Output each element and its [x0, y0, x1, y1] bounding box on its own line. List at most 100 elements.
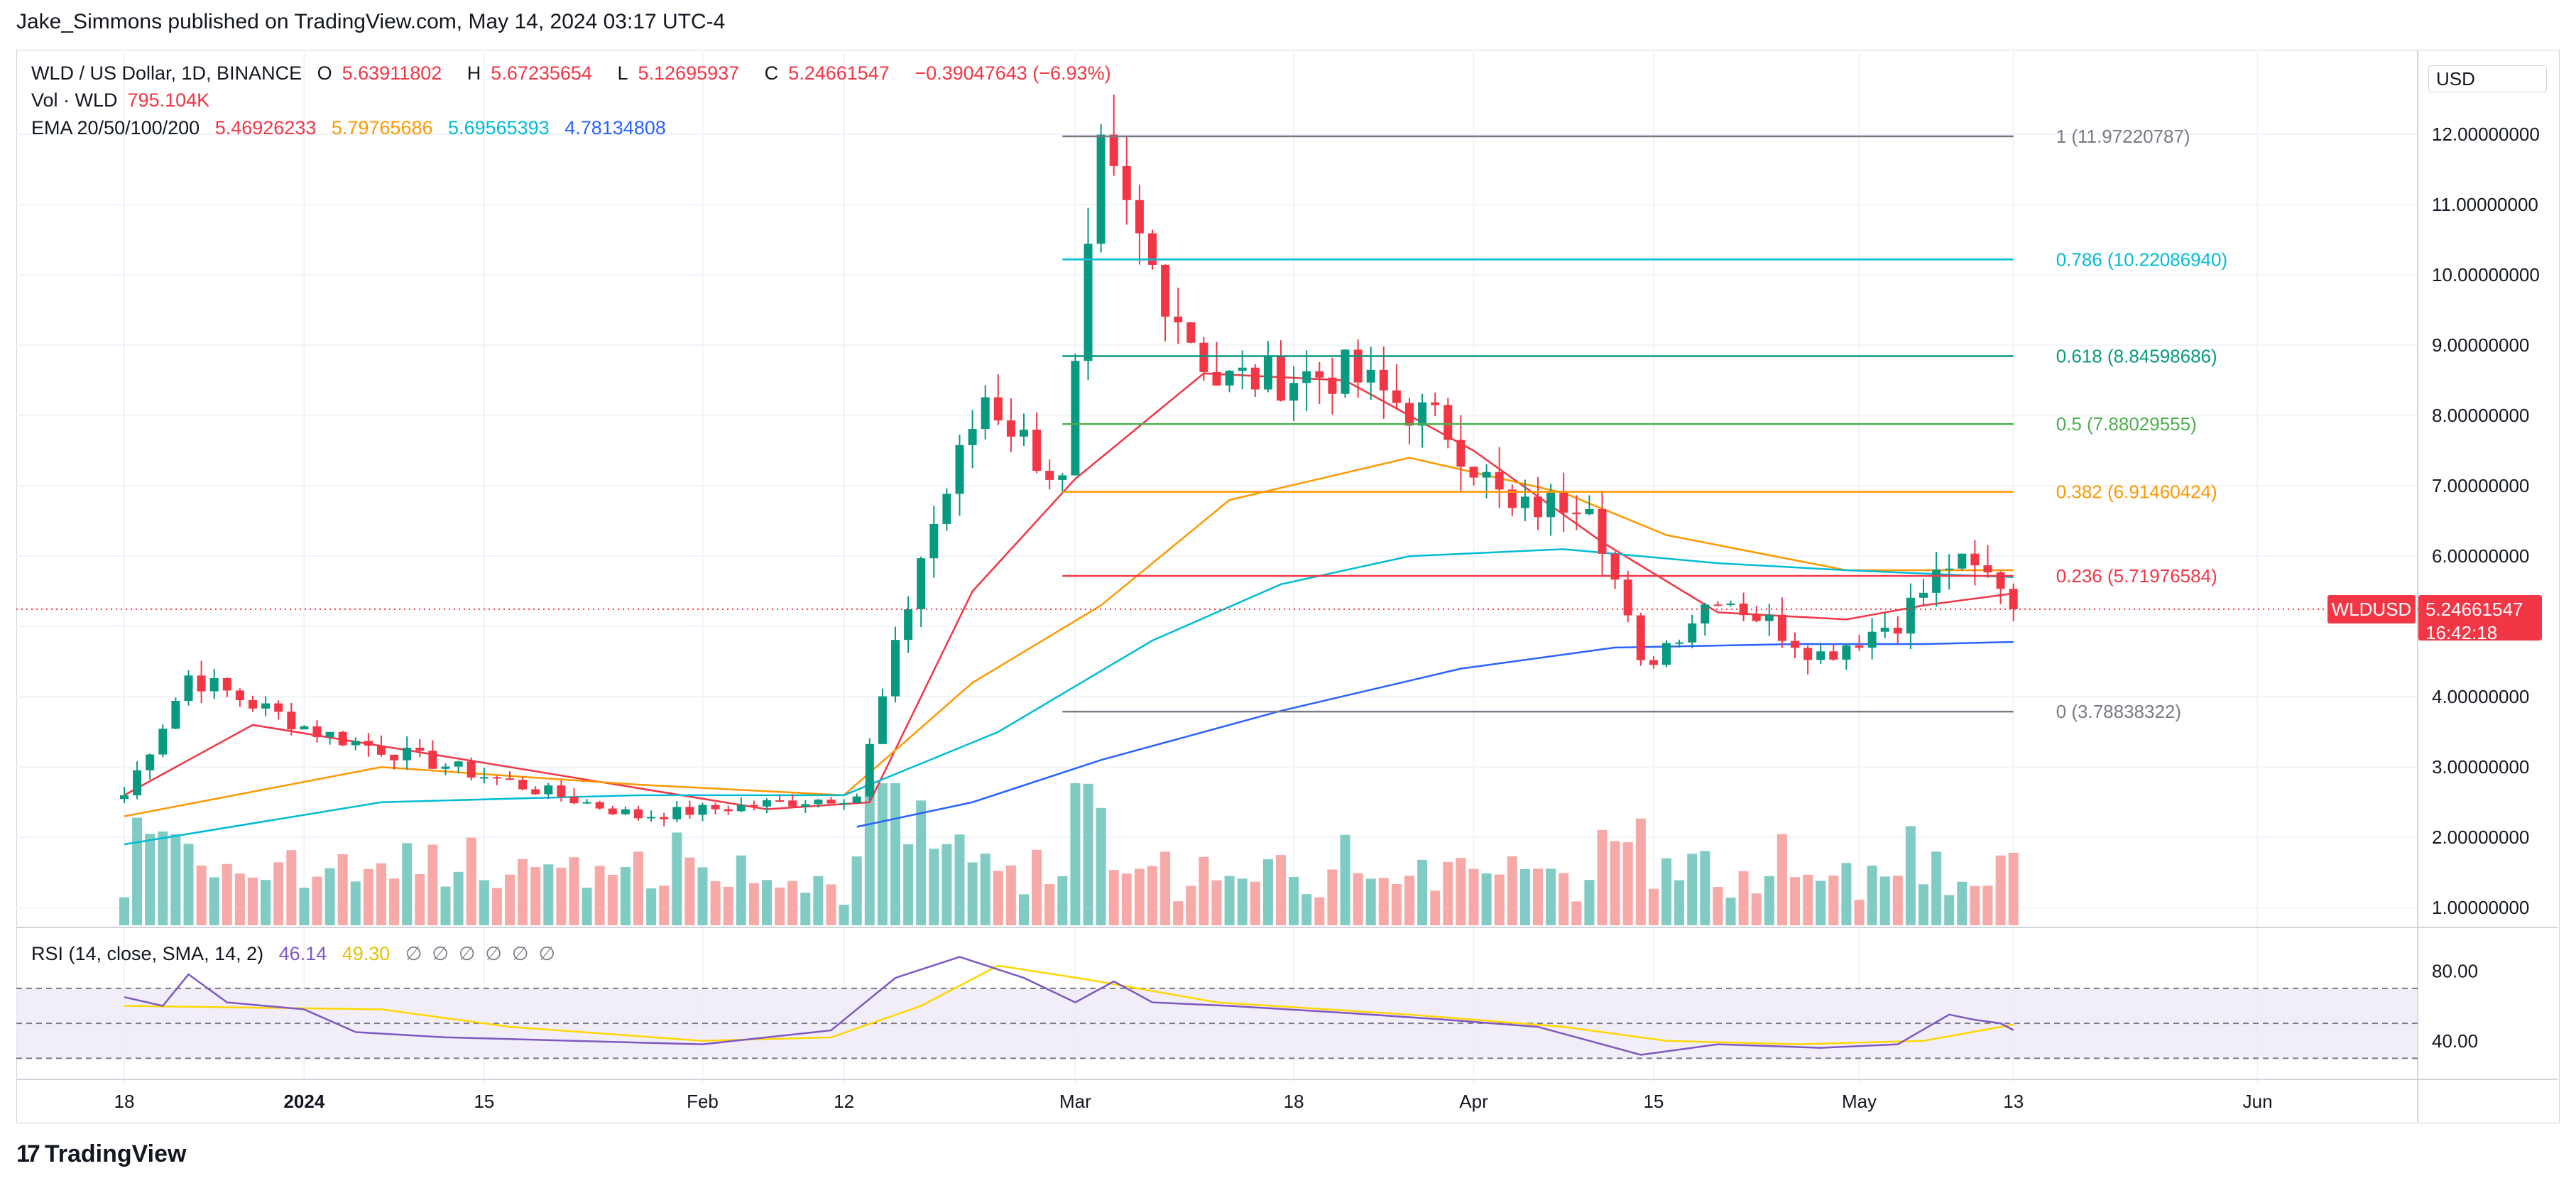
- candle-body: [415, 747, 425, 751]
- candle-body: [1071, 361, 1080, 476]
- fib-level-label: 0.382 (6.91460424): [2056, 481, 2217, 503]
- volume-bar: [466, 837, 476, 925]
- candle-body: [852, 796, 861, 803]
- volume-bar: [929, 849, 939, 925]
- volume-bar: [1571, 901, 1582, 925]
- volume-bar: [633, 851, 643, 925]
- volume-legend: Vol · WLD 795.104K: [31, 89, 219, 111]
- fib-level-label: 1 (11.97220787): [2056, 126, 2190, 147]
- candle-body: [1161, 264, 1170, 317]
- volume-bar: [851, 856, 862, 925]
- candle-body: [1726, 604, 1735, 606]
- price-tick-label: 11.00000000: [2432, 194, 2538, 215]
- candle-body: [479, 777, 489, 779]
- volume-bar: [813, 876, 824, 925]
- rsi-tick-label: 80.00: [2432, 960, 2478, 981]
- volume-bar: [119, 897, 129, 925]
- candle-body: [1032, 430, 1042, 471]
- hidden-value-icon: ∅: [511, 943, 529, 964]
- candle-body: [775, 800, 785, 802]
- volume-bar: [1674, 880, 1685, 925]
- candle-body: [518, 780, 528, 790]
- candle-body: [1135, 200, 1144, 234]
- candle-body: [736, 805, 746, 812]
- volume-bar: [993, 871, 1003, 925]
- volume-bar: [1340, 834, 1350, 925]
- volume-label[interactable]: Vol · WLD: [31, 89, 118, 111]
- candle-body: [1662, 643, 1671, 665]
- candle-body: [261, 703, 271, 709]
- volume-bar: [1982, 885, 1993, 925]
- candle-body: [1096, 134, 1106, 244]
- rsi-sma-line: [124, 964, 2014, 1045]
- candle-body: [1764, 614, 1774, 621]
- volume-bar: [1404, 876, 1414, 925]
- candle-body: [1572, 512, 1581, 515]
- ticker-badge: WLDUSD: [2327, 594, 2416, 623]
- volume-bar: [209, 877, 219, 925]
- time-axis-label: 15: [1643, 1091, 1664, 1112]
- ema50-value: 5.79765686: [331, 117, 433, 138]
- candle-body: [133, 770, 142, 796]
- rsi-value: 46.14: [278, 943, 327, 964]
- candle-body: [338, 731, 347, 746]
- price-tick-label: 12.00000000: [2432, 124, 2540, 145]
- time-axis-label: 2024: [283, 1091, 324, 1112]
- price-tick-label: 9.00000000: [2432, 334, 2529, 356]
- candle-body: [1829, 651, 1838, 660]
- candle-body: [1880, 627, 1889, 632]
- candle-body: [1263, 355, 1272, 390]
- price-tick-label: 4.00000000: [2432, 686, 2529, 707]
- volume-bar: [1700, 851, 1710, 925]
- volume-bar: [736, 855, 746, 925]
- volume-bar: [697, 867, 708, 925]
- volume-bar: [1803, 874, 1813, 925]
- candle-body: [660, 817, 669, 819]
- candle-body: [968, 429, 977, 445]
- candle-body: [1174, 316, 1183, 322]
- ema-label[interactable]: EMA 20/50/100/200: [31, 117, 200, 138]
- ema-line: [856, 641, 2014, 828]
- volume-bar: [145, 834, 155, 925]
- candle-body: [1482, 472, 1491, 478]
- candle-body: [146, 754, 155, 770]
- volume-bar: [1879, 876, 1890, 925]
- volume-bar: [261, 880, 271, 925]
- candle-body: [711, 805, 720, 810]
- tradingview-footer[interactable]: 17 TradingView: [16, 1140, 186, 1168]
- volume-bar: [132, 817, 143, 925]
- candle-body: [1495, 472, 1504, 490]
- candle-body: [724, 809, 733, 812]
- candle-body: [1006, 420, 1015, 437]
- fib-level-label: 0.236 (5.71976584): [2056, 565, 2217, 587]
- volume-bar: [222, 863, 232, 925]
- candle-body: [1842, 645, 1851, 660]
- rsi-label[interactable]: RSI (14, close, SMA, 14, 2): [31, 943, 264, 964]
- volume-bar: [1314, 897, 1325, 925]
- candle-body: [1713, 604, 1723, 606]
- tradingview-logo-icon: 17: [16, 1140, 40, 1167]
- symbol-title[interactable]: WLD / US Dollar, 1D, BINANCE: [31, 62, 302, 84]
- candle-body: [1777, 614, 1786, 641]
- candle-body: [364, 741, 373, 746]
- time-axis-label: May: [1842, 1091, 1877, 1112]
- volume-bar: [491, 888, 502, 925]
- volume-bar: [775, 887, 785, 925]
- candle-body: [1225, 371, 1234, 386]
- volume-bar: [1121, 873, 1132, 925]
- ohlc-legend: WLD / US Dollar, 1D, BINANCE O 5.63911802…: [31, 62, 1121, 85]
- price-tick-label: 7.00000000: [2432, 475, 2529, 496]
- volume-bar: [594, 866, 605, 925]
- candle-body: [1045, 470, 1054, 480]
- volume-bar: [312, 876, 322, 925]
- volume-bar: [1083, 783, 1093, 925]
- volume-bar: [1687, 854, 1698, 925]
- volume-bar: [1892, 876, 1903, 925]
- candle-body: [390, 754, 399, 761]
- currency-selector[interactable]: USD: [2428, 65, 2547, 92]
- candle-body: [672, 807, 682, 819]
- rsi-line: [124, 956, 2014, 1056]
- volume-bar: [363, 868, 373, 925]
- candle-body: [235, 690, 244, 701]
- volume-bar: [1919, 884, 1928, 925]
